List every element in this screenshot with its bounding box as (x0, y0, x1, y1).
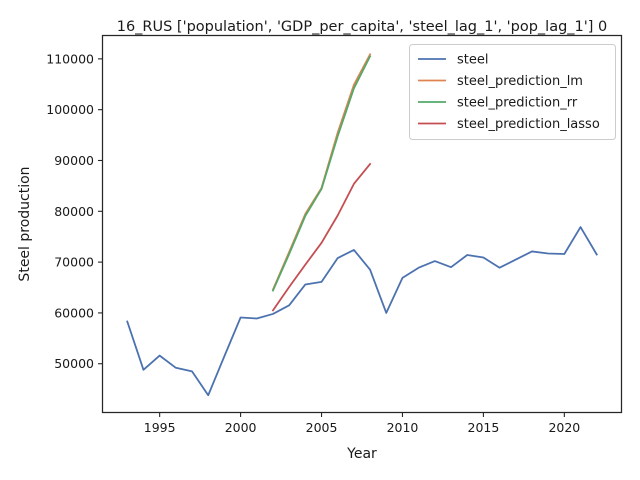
legend: steel steel_prediction_lm steel_prediction… (409, 44, 616, 140)
series-line-steel (126, 226, 598, 397)
y-tick-label: 80000 (54, 204, 94, 219)
y-tick-label: 100000 (46, 102, 94, 117)
legend-label-steel-prediction-lasso: steel_prediction_lasso (457, 117, 600, 132)
legend-label-steel-prediction-lm: steel_prediction_lm (457, 74, 583, 89)
y-axis-label: Steel production (17, 166, 33, 281)
plot-frame (101, 34, 623, 414)
y-tick-label: 110000 (46, 51, 94, 66)
x-tick-label: 2000 (225, 420, 257, 435)
x-tick-label: 2005 (306, 420, 338, 435)
chart-title: 16_RUS ['population', 'GDP_per_capita', … (117, 19, 608, 35)
y-axis-ticks: 50000 60000 70000 80000 90000 100000 110000 (46, 51, 103, 371)
x-axis-label: Year (346, 446, 377, 462)
x-axis-ticks: 1995 2000 2005 2010 2015 2020 (144, 412, 580, 435)
series-line-steel-prediction-rr (271, 55, 372, 292)
x-tick-label: 1995 (144, 420, 176, 435)
x-tick-label: 2015 (468, 420, 500, 435)
legend-label-steel-prediction-rr: steel_prediction_rr (457, 96, 578, 111)
y-tick-label: 70000 (54, 255, 94, 270)
x-tick-label: 2010 (387, 420, 419, 435)
series-layer (126, 53, 598, 397)
y-tick-label: 60000 (54, 305, 94, 320)
series-line-steel-prediction-lasso (271, 162, 372, 312)
y-tick-label: 90000 (54, 153, 94, 168)
x-tick-label: 2020 (548, 420, 580, 435)
y-tick-label: 50000 (54, 356, 94, 371)
legend-label-steel: steel (457, 53, 488, 68)
legend-frame (409, 44, 616, 140)
